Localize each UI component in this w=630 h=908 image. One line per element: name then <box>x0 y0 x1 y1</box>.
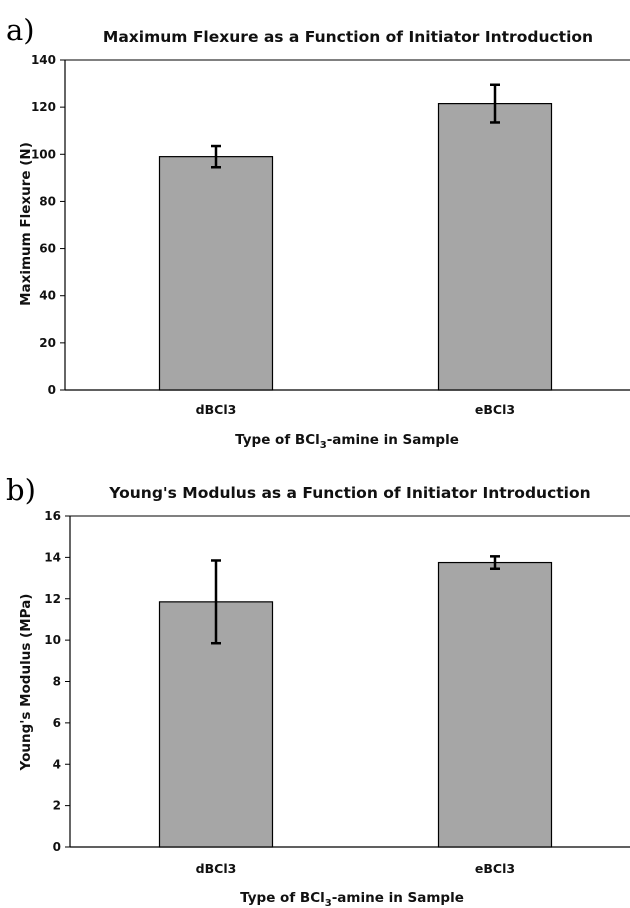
y-tick-label-a: 120 <box>31 100 56 114</box>
y-tick-label-a: 60 <box>39 242 56 256</box>
y-tick-label-b: 4 <box>53 757 61 771</box>
chart-panel-a: a) Maximum Flexure as a Function of Init… <box>6 13 630 451</box>
y-axis-label-a: Maximum Flexure (N) <box>18 142 34 306</box>
category-label-eBCl3: eBCl3 <box>475 861 515 876</box>
y-tick-label-b: 8 <box>53 675 61 689</box>
x-axis-label-b: Type of BCl3-amine in Sample <box>240 890 464 908</box>
y-tick-label-b: 16 <box>44 509 61 523</box>
chart-title-b: Young's Modulus as a Function of Initiat… <box>108 484 590 502</box>
y-tick-label-b: 2 <box>53 799 61 813</box>
bar-eBCl3 <box>437 103 553 391</box>
y-axis-label-b: Young's Modulus (MPa) <box>18 594 34 772</box>
bar-dBCl3 <box>158 156 274 391</box>
y-tick-label-b: 10 <box>44 633 61 647</box>
chart-panel-b: b) Young's Modulus as a Function of Init… <box>6 473 630 908</box>
panel-label-a: a) <box>6 13 35 47</box>
y-tick-label-b: 0 <box>53 840 61 854</box>
y-tick-label-b: 12 <box>44 592 61 606</box>
panel-label-b: b) <box>6 473 36 507</box>
y-tick-label-a: 40 <box>39 289 56 303</box>
chart-title-a: Maximum Flexure as a Function of Initiat… <box>103 28 593 46</box>
y-tick-label-b: 14 <box>44 550 61 564</box>
y-tick-label-a: 140 <box>31 53 56 67</box>
y-tick-label-b: 6 <box>53 716 61 730</box>
y-tick-label-a: 80 <box>39 194 56 208</box>
category-label-dBCl3: dBCl3 <box>196 402 237 417</box>
category-label-dBCl3: dBCl3 <box>196 861 237 876</box>
bar-eBCl3 <box>437 561 553 848</box>
y-tick-label-a: 100 <box>31 147 56 161</box>
x-axis-label-a: Type of BCl3-amine in Sample <box>235 432 459 451</box>
y-tick-label-a: 0 <box>48 383 56 397</box>
category-label-eBCl3: eBCl3 <box>475 402 515 417</box>
y-tick-label-a: 20 <box>39 336 56 350</box>
